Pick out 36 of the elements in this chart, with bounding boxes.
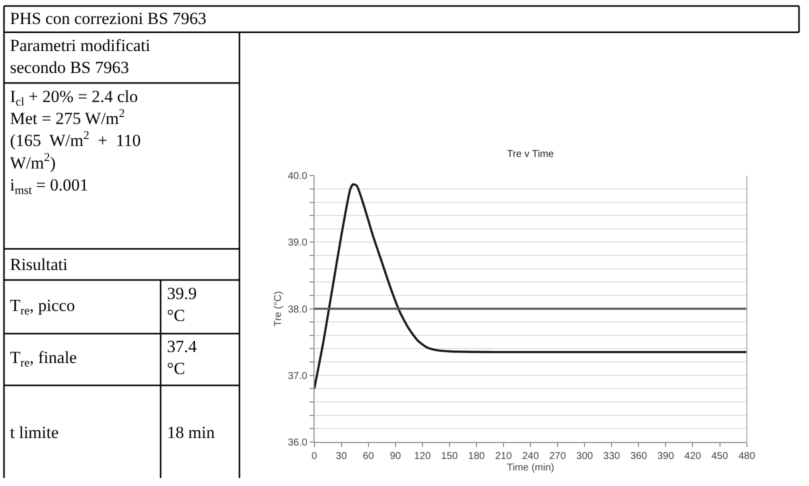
text: Risultati [10, 255, 68, 274]
x-tick-label: 480 [738, 450, 756, 462]
text: I$_{cl}$ + 20% = 2.4 clo Met = 275 W/m$^{2}$ (165 W/m$^{2}$ + 110 W/m$^{2}$) i$_{mst}$ = 0.001 [10, 87, 141, 197]
y-tick-label: 40.0 [288, 171, 308, 182]
y-axis-title: Tre (°C) [272, 291, 284, 326]
text: T$_{re}$, finale [10, 348, 77, 370]
x-tick-label: 330 [603, 450, 620, 462]
line-series [314, 183, 747, 390]
text: Parametri modificati secondo BS 7963 [10, 36, 150, 78]
x-tick-label: 300 [576, 450, 594, 462]
x-tick-label: 360 [630, 450, 648, 462]
text: 18 min [167, 423, 216, 442]
x-tick-label: 450 [711, 450, 729, 462]
y-tick-label: 37.0 [288, 370, 308, 382]
chart-title: Tre v Time [507, 149, 554, 160]
x-tick-label: 0 [312, 450, 318, 462]
text: T$_{re}$, picco [10, 296, 75, 318]
x-tick-label: 210 [495, 450, 512, 462]
y-tick-label: 39.0 [288, 238, 308, 249]
y-tick-label: 38.0 [288, 304, 308, 316]
x-tick-label: 240 [522, 450, 540, 462]
text: 39.9 °C [167, 284, 197, 326]
x-tick-label: 60 [362, 450, 374, 462]
text: 37.4 °C [167, 337, 198, 378]
x-axis-title: Time (min) [506, 462, 554, 474]
text: PHS con correzioni BS 7963 [10, 9, 206, 28]
x-tick-label: 270 [549, 450, 566, 462]
x-tick-label: 180 [468, 450, 486, 462]
x-tick-label: 150 [441, 450, 458, 462]
x-tick-label: 120 [414, 450, 432, 462]
y-tick-label: 36.0 [288, 437, 308, 448]
x-tick-label: 420 [684, 450, 702, 462]
x-tick-label: 90 [390, 450, 402, 462]
x-tick-label: 30 [336, 450, 348, 462]
text: t limite [10, 423, 59, 442]
x-tick-label: 390 [657, 450, 674, 462]
